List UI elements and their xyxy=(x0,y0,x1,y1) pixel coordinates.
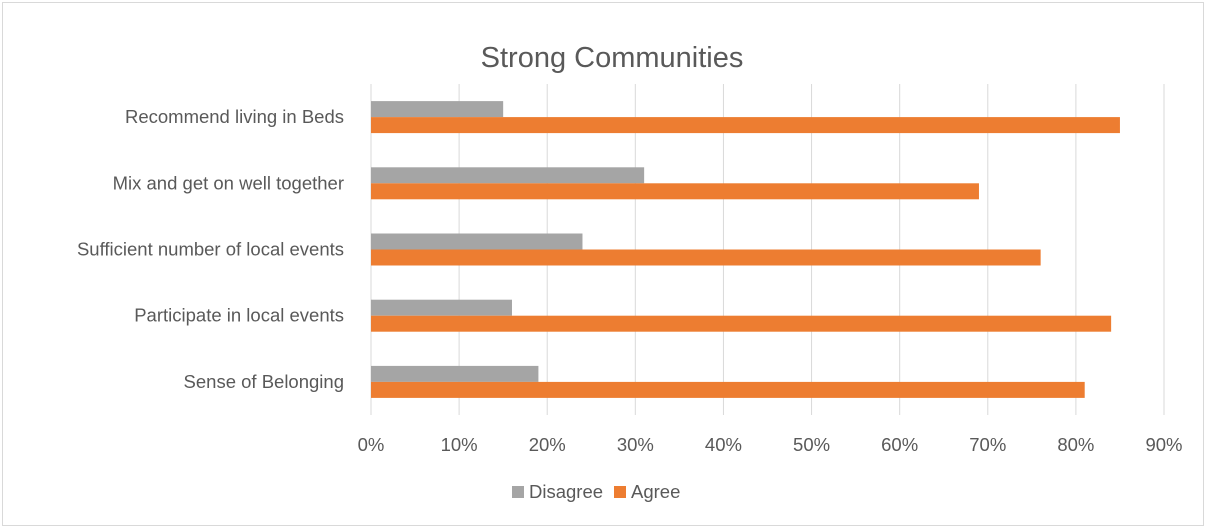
legend-label-agree: Agree xyxy=(631,481,680,502)
x-tick-label: 90% xyxy=(1145,434,1182,455)
bar-agree xyxy=(371,117,1120,134)
x-tick-label: 70% xyxy=(969,434,1006,455)
x-tick-label: 80% xyxy=(1057,434,1094,455)
x-tick-label: 50% xyxy=(793,434,830,455)
category-label: Sense of Belonging xyxy=(184,371,344,392)
legend-label-disagree: Disagree xyxy=(529,481,603,502)
x-tick-label: 40% xyxy=(705,434,742,455)
category-label: Mix and get on well together xyxy=(113,172,344,193)
legend-swatch-disagree xyxy=(512,486,524,498)
bar-disagree xyxy=(371,299,512,316)
category-label: Participate in local events xyxy=(134,305,344,326)
x-tick-label: 20% xyxy=(529,434,566,455)
category-label: Recommend living in Beds xyxy=(125,106,344,127)
x-tick-label: 60% xyxy=(881,434,918,455)
x-tick-label: 30% xyxy=(617,434,654,455)
bar-disagree xyxy=(371,101,504,118)
bar-disagree xyxy=(371,365,539,382)
bars xyxy=(371,101,1120,398)
bar-disagree xyxy=(371,233,583,250)
x-tick-label: 0% xyxy=(358,434,385,455)
legend: Disagree Agree xyxy=(512,481,680,502)
legend-swatch-agree xyxy=(614,486,626,498)
bar-agree xyxy=(371,315,1112,332)
x-axis-tick-labels: 0% 10% 20% 30% 40% 50% 60% 70% 80% 90% xyxy=(358,434,1183,455)
x-tick-label: 10% xyxy=(441,434,478,455)
category-label: Sufficient number of local events xyxy=(77,239,344,260)
bar-agree xyxy=(371,249,1041,266)
category-labels: Recommend living in Beds Mix and get on w… xyxy=(77,106,344,392)
gridlines xyxy=(370,84,1165,415)
chart-title: Strong Communities xyxy=(481,42,744,74)
bar-agree xyxy=(371,183,979,200)
bar-disagree xyxy=(371,167,645,184)
bar-agree xyxy=(371,381,1085,398)
